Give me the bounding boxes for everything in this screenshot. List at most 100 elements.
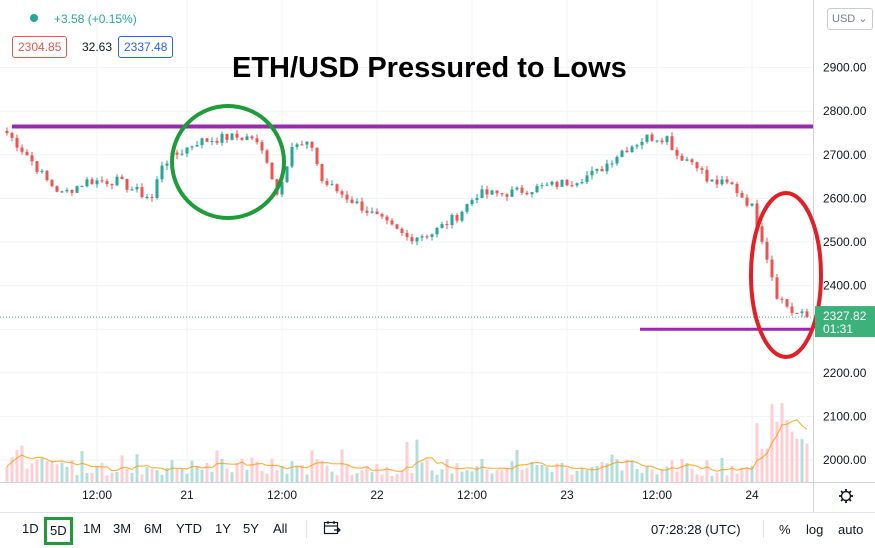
currency-label: USD <box>832 13 856 25</box>
volume-bar <box>760 448 764 482</box>
candle-body <box>30 155 34 162</box>
candle-body <box>245 136 249 140</box>
volume-bar <box>25 468 29 482</box>
candle-body <box>255 138 259 143</box>
candle-body <box>640 141 644 146</box>
candle <box>505 193 509 201</box>
candle <box>500 193 504 197</box>
volume-bar <box>205 462 209 482</box>
candle-body <box>230 133 234 140</box>
candle-body <box>585 175 589 183</box>
candle-body <box>670 136 674 151</box>
candle-body <box>430 234 434 237</box>
candle <box>330 180 334 186</box>
candle <box>145 194 149 200</box>
candle <box>765 237 769 264</box>
calendar-range-icon[interactable] <box>323 520 341 536</box>
volume-bar <box>645 465 649 482</box>
candle <box>50 179 54 188</box>
candle-body <box>620 150 624 157</box>
toolbar-divider <box>306 520 307 538</box>
volume-bar <box>300 465 304 482</box>
volume-bar <box>330 471 334 482</box>
candle-body <box>565 179 569 186</box>
timeframe-1d[interactable]: 1D <box>22 521 39 536</box>
timeframe-5d[interactable]: 5D <box>44 517 73 545</box>
volume-bar <box>750 465 754 482</box>
volume-bar <box>600 461 604 482</box>
timeframe-1m[interactable]: 1M <box>83 521 102 536</box>
volume-bar <box>740 467 744 482</box>
candle <box>5 127 9 136</box>
candle-body <box>165 163 169 166</box>
auto-toggle[interactable]: auto <box>838 522 864 537</box>
timeframe-6m[interactable]: 6M <box>144 521 163 536</box>
ask-price-button[interactable]: 2337.48 <box>118 36 174 58</box>
candle-body <box>40 170 44 172</box>
candle-body <box>555 181 559 187</box>
candle <box>210 137 214 146</box>
y-tick-label: 2900.00 <box>823 61 867 75</box>
percent-toggle[interactable]: % <box>779 522 791 537</box>
candle <box>665 135 669 145</box>
candle <box>605 159 609 175</box>
volume-bar <box>390 475 394 482</box>
candle-body <box>410 237 414 242</box>
x-tick-label: 12:00 <box>267 488 297 502</box>
volume-bar <box>170 459 174 482</box>
candle <box>335 183 339 194</box>
volume-bar <box>235 462 239 482</box>
candle-body <box>465 204 469 212</box>
time-axis[interactable] <box>0 482 813 512</box>
candle <box>390 217 394 226</box>
volume-bar <box>320 460 324 482</box>
candle <box>480 185 484 199</box>
candle-body <box>480 189 484 198</box>
utc-clock[interactable]: 07:28:28 (UTC) <box>651 522 741 537</box>
volume-bar <box>260 471 264 482</box>
volume-bar <box>505 468 509 482</box>
timeframe-all[interactable]: All <box>273 521 288 536</box>
candle <box>100 176 104 183</box>
candle-body <box>220 133 224 143</box>
timeframe-5y[interactable]: 5Y <box>243 521 259 536</box>
volume-bar <box>315 459 319 482</box>
volume-bar <box>450 473 454 482</box>
candle-body <box>80 186 84 188</box>
timeframe-1y[interactable]: 1Y <box>215 521 231 536</box>
volume-bar <box>525 467 529 482</box>
volume-bar <box>60 462 64 482</box>
candle <box>30 151 34 166</box>
gear-icon[interactable] <box>839 489 853 503</box>
candle <box>750 203 754 207</box>
candle <box>460 210 464 223</box>
candle-body <box>645 134 649 142</box>
price-axis[interactable] <box>813 0 875 512</box>
candle <box>770 255 774 281</box>
candle-body <box>515 187 519 190</box>
volume-bar <box>455 463 459 482</box>
volume-bar <box>270 458 274 482</box>
timeframe-3m[interactable]: 3M <box>113 521 132 536</box>
candle-body <box>155 179 159 198</box>
candle-body <box>20 147 24 152</box>
y-tick-label: 2400.00 <box>823 279 867 293</box>
x-tick-label: 12:00 <box>642 488 672 502</box>
bid-price-button[interactable]: 2304.85 <box>12 36 68 58</box>
candle-body <box>470 200 474 205</box>
volume-bar <box>680 458 684 482</box>
volume-bar <box>475 466 479 482</box>
candle <box>55 185 59 193</box>
candle <box>395 223 399 230</box>
candle-body <box>445 224 449 226</box>
timeframe-ytd[interactable]: YTD <box>176 521 202 536</box>
candle <box>450 213 454 229</box>
currency-select[interactable]: USD ⌄ <box>827 8 873 30</box>
candle-body <box>105 181 109 185</box>
log-toggle[interactable]: log <box>806 522 824 537</box>
candle-body <box>740 192 744 198</box>
volume-bar <box>385 467 389 482</box>
volume-bar <box>495 470 499 482</box>
candle-body <box>550 181 554 185</box>
